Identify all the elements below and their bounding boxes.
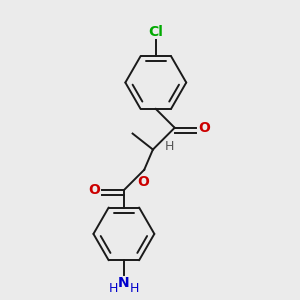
Text: H: H [164,140,174,153]
Text: H: H [109,282,119,295]
Text: O: O [88,183,100,197]
Text: O: O [137,175,149,189]
Text: O: O [199,121,211,135]
Text: Cl: Cl [148,25,163,39]
Text: N: N [118,276,130,290]
Text: H: H [129,282,139,295]
